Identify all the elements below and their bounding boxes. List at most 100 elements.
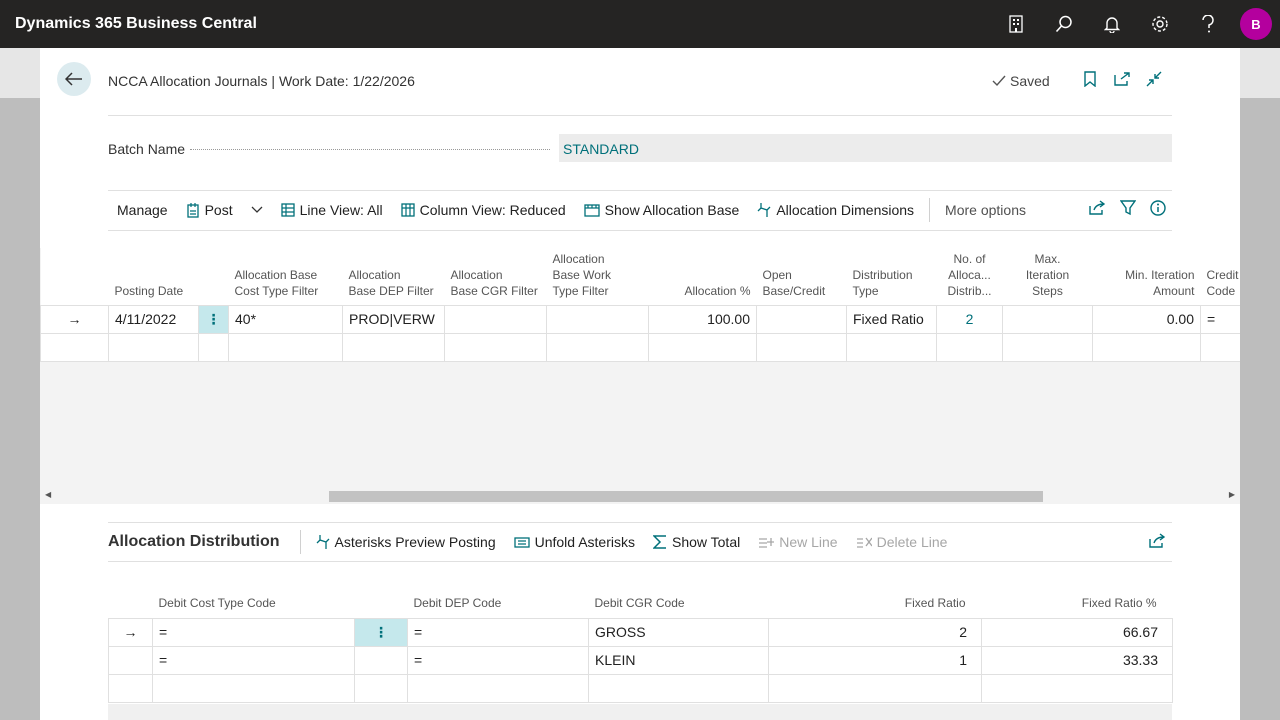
avatar[interactable]: B [1240,8,1272,40]
empty-cell[interactable] [648,332,757,362]
empty-cell[interactable] [546,332,649,362]
post-dropdown-button[interactable] [242,206,272,214]
max-iteration-cell[interactable] [1002,304,1093,334]
allocation-distribution-bar: Allocation Distribution Asterisks Previe… [108,522,1172,562]
debit-cgr-cell[interactable]: KLEIN [588,645,769,675]
empty-cell[interactable] [588,673,769,703]
allocation-pct-header[interactable]: Allocation % [648,248,757,305]
scrollbar-thumb[interactable] [329,491,1043,502]
posting-date-header[interactable]: Posting Date [108,248,199,305]
search-icon[interactable] [1040,0,1088,48]
empty-cell[interactable] [936,332,1003,362]
asterisks-preview-button[interactable]: Asterisks Preview Posting [307,534,505,550]
column-view-label: Column View: Reduced [419,202,566,218]
cost-type-filter-header[interactable]: Allocation Base Cost Type Filter [228,248,343,305]
empty-cell[interactable] [407,673,589,703]
cgr-filter-cell[interactable] [444,304,547,334]
dep-filter-cell[interactable]: PROD|VERW [342,304,445,334]
new-line-button[interactable]: New Line [749,534,846,550]
post-button[interactable]: Post [177,202,242,218]
post-icon [186,203,199,218]
help-icon[interactable] [1184,0,1232,48]
min-iteration-header[interactable]: Min. Iteration Amount [1092,248,1201,305]
allocation-pct-cell[interactable]: 100.00 [648,304,757,334]
credit-code-header[interactable]: Credit Code [1200,248,1240,305]
open-base-cell[interactable] [756,304,847,334]
debit-cost-type-cell[interactable]: = [152,617,355,647]
action-bar-right-icons [1088,200,1166,216]
table-row[interactable]: = = KLEIN 1 33.33 [108,645,1173,675]
allocation-dimensions-button[interactable]: Allocation Dimensions [748,202,923,218]
empty-cell[interactable] [108,332,199,362]
collapse-icon[interactable] [1144,69,1164,89]
line-view-button[interactable]: Line View: All [272,202,392,218]
more-options-button[interactable]: More options [936,202,1035,218]
show-total-button[interactable]: Show Total [644,534,749,550]
empty-cell[interactable] [228,332,343,362]
table-row[interactable] [40,332,1240,362]
work-type-filter-cell[interactable] [546,304,649,334]
empty-cell[interactable] [1092,332,1201,362]
debit-cost-type-cell[interactable]: = [152,645,355,675]
fixed-ratio-pct-header[interactable]: Fixed Ratio % [1081,595,1157,610]
unfold-asterisks-button[interactable]: Unfold Asterisks [505,534,644,550]
empty-cell[interactable] [152,673,355,703]
fixed-ratio-cell[interactable]: 1 [768,645,982,675]
debit-cgr-cell[interactable]: GROSS [588,617,769,647]
info-icon[interactable] [1150,200,1166,216]
distribution-type-header[interactable]: Distribution Type [846,248,937,305]
table-row[interactable]: → = ⋮ = GROSS 2 66.67 [108,617,1173,647]
debit-cgr-header[interactable]: Debit CGR Code [594,595,685,610]
empty-cell[interactable] [444,332,547,362]
empty-cell[interactable] [1200,332,1240,362]
gear-icon[interactable] [1136,0,1184,48]
work-type-filter-header[interactable]: Allocation Base Work Type Filter [546,248,649,305]
column-view-button[interactable]: Column View: Reduced [392,202,575,218]
bookmark-icon[interactable] [1080,69,1100,89]
delete-line-button[interactable]: Delete Line [847,534,957,550]
page-title: NCCA Allocation Journals | Work Date: 1/… [108,73,415,89]
no-of-alloc-cell[interactable]: 2 [936,304,1003,334]
company-icon[interactable] [992,0,1040,48]
cgr-filter-header[interactable]: Allocation Base CGR Filter [444,248,547,305]
empty-cell[interactable] [846,332,937,362]
row-menu-button[interactable]: ⋮ [354,617,408,647]
debit-dep-cell[interactable]: = [407,645,589,675]
fixed-ratio-cell[interactable]: 2 [768,617,982,647]
max-iteration-header[interactable]: Max. Iteration Steps [1002,248,1093,305]
bell-icon[interactable] [1088,0,1136,48]
table-row[interactable] [108,673,1173,703]
horizontal-scrollbar[interactable]: ◀ ▶ [40,488,1240,504]
open-base-header[interactable]: Open Base/Credit [756,248,847,305]
no-of-alloc-header[interactable]: No. of Alloca... Distrib... [936,248,1003,305]
empty-cell[interactable] [1002,332,1093,362]
debit-dep-header[interactable]: Debit DEP Code [413,595,502,610]
fixed-ratio-header[interactable]: Fixed Ratio [904,595,966,610]
scroll-right-icon[interactable]: ▶ [1228,490,1235,499]
distribution-share-icon[interactable] [1148,533,1166,549]
share-icon[interactable] [1088,200,1106,216]
indicator-header [109,590,153,618]
debit-dep-cell[interactable]: = [407,617,589,647]
posting-date-cell[interactable]: 4/11/2022 [108,304,199,334]
show-allocation-base-button[interactable]: Show Allocation Base [575,202,749,218]
empty-cell[interactable] [342,332,445,362]
manage-button[interactable]: Manage [108,202,177,218]
table-row[interactable]: → 4/11/2022 ⋮ 40* PROD|VERW 100.00 Fixed… [40,304,1240,334]
empty-cell[interactable] [756,332,847,362]
scroll-left-icon[interactable]: ◀ [45,490,52,499]
row-menu-button[interactable]: ⋮ [198,304,229,334]
min-iteration-cell[interactable]: 0.00 [1092,304,1201,334]
credit-code-cell[interactable]: = [1200,304,1240,334]
batch-name-field[interactable]: STANDARD [559,134,1172,162]
action-separator [929,198,931,222]
debit-cost-type-header[interactable]: Debit Cost Type Code [158,595,276,610]
distribution-type-cell[interactable]: Fixed Ratio [846,304,937,334]
empty-cell[interactable] [768,673,982,703]
dotted-leader [190,149,550,150]
open-new-window-icon[interactable] [1112,69,1132,89]
cost-type-filter-cell[interactable]: 40* [228,304,343,334]
back-button[interactable] [57,62,91,96]
filter-icon[interactable] [1120,200,1136,216]
dep-filter-header[interactable]: Allocation Base DEP Filter [342,248,445,305]
